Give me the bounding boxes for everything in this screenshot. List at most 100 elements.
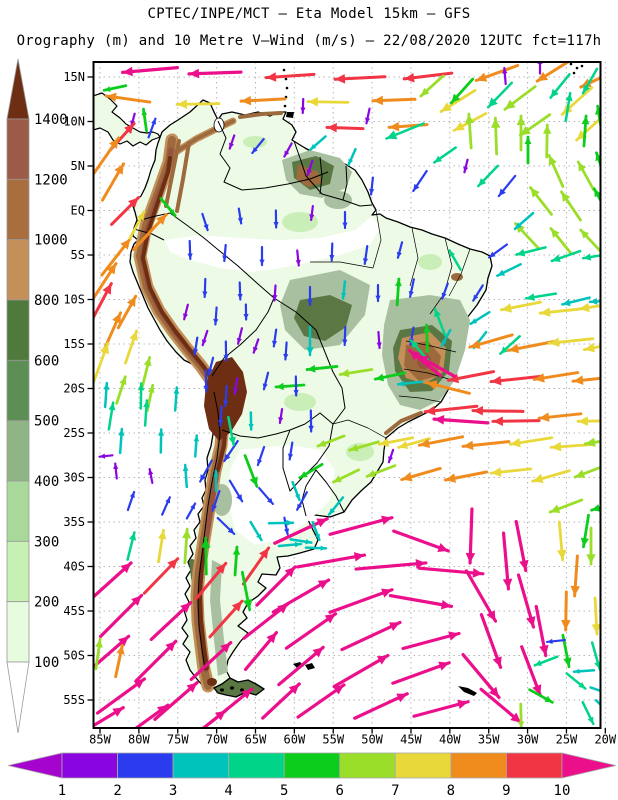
wind-arrow bbox=[201, 709, 228, 728]
country-border bbox=[398, 395, 442, 403]
wind-arrow bbox=[124, 329, 138, 365]
wind-arrow bbox=[499, 300, 543, 313]
wind-arrow bbox=[211, 489, 221, 513]
country-border bbox=[409, 227, 419, 287]
wind-arrow bbox=[594, 699, 600, 706]
island bbox=[580, 64, 584, 68]
wind-arrow bbox=[101, 162, 125, 202]
lon-label: 45W bbox=[400, 733, 422, 747]
elevation-label: 100 bbox=[34, 655, 59, 671]
lon-label: 40W bbox=[439, 733, 461, 747]
wind-arrow bbox=[264, 72, 316, 82]
wind-arrow bbox=[496, 263, 522, 277]
wind-arrow bbox=[306, 97, 350, 107]
elevation-label: 400 bbox=[34, 474, 59, 490]
wind-arrow bbox=[283, 341, 289, 361]
wind-arrow bbox=[102, 84, 128, 92]
wind-arrow bbox=[143, 399, 150, 427]
lon-label: 30W bbox=[517, 733, 539, 747]
lat-label: EQ bbox=[71, 204, 85, 218]
orography-shape bbox=[228, 445, 335, 545]
wind-arrow bbox=[239, 95, 287, 106]
wind-arrow bbox=[338, 368, 374, 378]
wind-arrow bbox=[304, 545, 328, 551]
wind-arrow bbox=[295, 249, 301, 267]
wind-arrow bbox=[580, 513, 590, 549]
wind-arrow bbox=[233, 376, 239, 396]
wind-arrow bbox=[400, 466, 442, 482]
wind-arrow bbox=[570, 554, 581, 598]
wind-arrow bbox=[472, 284, 484, 302]
lat-label: 10S bbox=[63, 293, 85, 307]
speed-swatch bbox=[283, 752, 341, 779]
wind-arrow bbox=[201, 329, 209, 347]
axis-labels: 15N 10N 5N EQ 5S 10S 15S 20S 25S 30S 35S 40S 45S 50S 5… bbox=[63, 70, 617, 747]
wind-arrow bbox=[236, 327, 244, 345]
island bbox=[575, 66, 579, 70]
wind-arrow bbox=[243, 454, 259, 488]
lon-label: 20W bbox=[594, 733, 616, 747]
wind-arrow bbox=[542, 123, 552, 159]
island bbox=[282, 68, 286, 72]
island bbox=[213, 677, 265, 698]
wind-arrow bbox=[581, 114, 590, 148]
speed-swatch bbox=[450, 752, 507, 779]
wind-arrow bbox=[576, 416, 600, 426]
wind-arrow bbox=[497, 174, 517, 198]
wind-arrow bbox=[208, 599, 244, 639]
wind-arrow bbox=[407, 348, 443, 378]
wind-arrow bbox=[395, 277, 402, 307]
lat-label: 55S bbox=[63, 693, 85, 707]
wind-arrow bbox=[412, 699, 470, 718]
wind-arrow bbox=[549, 73, 571, 99]
wind-arrow bbox=[419, 74, 445, 98]
wind-arrow bbox=[273, 517, 329, 545]
wind-arrow bbox=[448, 249, 462, 271]
wind-arrow bbox=[216, 516, 236, 536]
wind-arrow bbox=[202, 277, 208, 299]
lat-label: 25S bbox=[63, 426, 85, 440]
wind-arrow bbox=[213, 469, 219, 493]
wind-arrow bbox=[126, 531, 137, 561]
wind-arrow bbox=[439, 89, 477, 113]
country-border bbox=[211, 297, 275, 377]
wind-arrow bbox=[520, 645, 542, 697]
speed-label: 1 bbox=[58, 783, 66, 799]
wind-arrow bbox=[187, 68, 243, 79]
wind-arrow bbox=[433, 307, 447, 337]
wind-arrow bbox=[148, 468, 154, 484]
speed-label: 3 bbox=[169, 783, 177, 799]
lat-label: 50S bbox=[63, 649, 85, 663]
wind-arrow bbox=[182, 463, 189, 489]
wind-arrow bbox=[408, 278, 415, 298]
wind-arrow bbox=[272, 284, 278, 302]
wind-arrow bbox=[241, 546, 271, 586]
wind-arrow bbox=[94, 136, 121, 176]
speed-swatch bbox=[228, 752, 285, 779]
wind-arrow bbox=[243, 303, 249, 321]
speed-swatch bbox=[339, 752, 396, 779]
wind-arrow bbox=[464, 569, 498, 623]
country-border bbox=[305, 175, 373, 207]
country-border bbox=[282, 412, 334, 492]
wind-arrow bbox=[416, 354, 456, 378]
wind-arrow bbox=[423, 323, 431, 353]
wind-arrow bbox=[561, 296, 591, 307]
speed-label: 2 bbox=[113, 783, 121, 799]
wind-arrow bbox=[147, 117, 157, 139]
wind-arrow bbox=[287, 441, 294, 461]
wind-arrow bbox=[577, 302, 600, 313]
country-border bbox=[448, 248, 471, 297]
wind-arrows-layer bbox=[94, 62, 600, 728]
wind-arrow bbox=[375, 283, 381, 303]
wind-arrow bbox=[397, 437, 431, 450]
wind-arrow bbox=[342, 325, 348, 347]
lon-label: 35W bbox=[478, 733, 500, 747]
wind-arrow bbox=[140, 356, 152, 388]
elevation-label: 800 bbox=[34, 293, 59, 309]
lon-label: 80W bbox=[128, 733, 150, 747]
wind-arrow bbox=[182, 303, 189, 321]
chart-subtitle: Orography (m) and 10 Metre V—Wind (m/s) … bbox=[16, 33, 602, 49]
wind-arrow bbox=[461, 440, 511, 451]
